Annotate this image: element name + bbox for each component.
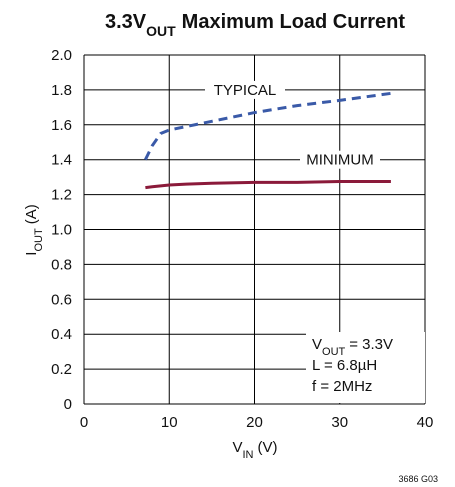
- title-part: Maximum Load Current: [182, 11, 406, 33]
- annotation-line: f = 2MHz: [312, 378, 372, 395]
- y-tick-label: 0.4: [51, 326, 72, 343]
- x-label-subscript: IN: [243, 449, 254, 461]
- y-label-subscript: OUT: [33, 228, 45, 252]
- annotation-line: L = 6.8µH: [312, 357, 377, 374]
- y-tick-label: 2.0: [51, 47, 72, 64]
- x-label-part: V: [232, 439, 242, 456]
- y-tick-label: 1.0: [51, 222, 72, 239]
- title-part: 3.3V: [105, 11, 147, 33]
- series-label: MINIMUM: [306, 152, 374, 169]
- y-axis-label: IOUT (A): [23, 204, 45, 255]
- y-label-part: (A): [23, 204, 40, 224]
- annotation-part: = 3.3V: [349, 336, 393, 353]
- x-tick-label: 0: [80, 414, 88, 431]
- x-tick-label: 10: [161, 414, 178, 431]
- y-tick-label: 1.2: [51, 187, 72, 204]
- x-tick-label: 20: [246, 414, 263, 431]
- y-tick-label: 0.8: [51, 256, 72, 273]
- annotation-subscript: OUT: [322, 346, 346, 358]
- series-line: [144, 91, 392, 161]
- footnote: 3686 G03: [398, 474, 438, 484]
- annotation-line: VOUT = 3.3V: [312, 336, 393, 358]
- y-tick-label: 1.4: [51, 152, 72, 169]
- x-axis-label: VIN (V): [232, 439, 277, 461]
- x-label-part: (V): [258, 439, 278, 456]
- x-tick-label: 30: [331, 414, 348, 431]
- title-subscript: OUT: [146, 23, 176, 39]
- y-tick-label: 0.2: [51, 361, 72, 378]
- series-line: [145, 180, 391, 190]
- y-tick-label: 1.6: [51, 117, 72, 134]
- annotation-box: [306, 332, 425, 403]
- series-label-bg: [205, 80, 285, 99]
- y-tick-label: 0.6: [51, 291, 72, 308]
- overlay: VOUT = 3.3V L = 6.8µH f = 2MHz: [306, 332, 425, 403]
- series-label: TYPICAL: [214, 82, 277, 99]
- series-label-bg: [300, 150, 380, 169]
- y-tick-label: 0: [64, 396, 72, 413]
- y-label-part: I: [23, 252, 40, 256]
- x-tick-label: 40: [417, 414, 434, 431]
- annotation-part: V: [312, 336, 322, 353]
- y-tick-label: 1.8: [51, 82, 72, 99]
- chart-title: 3.3VOUT Maximum Load Current: [105, 11, 405, 39]
